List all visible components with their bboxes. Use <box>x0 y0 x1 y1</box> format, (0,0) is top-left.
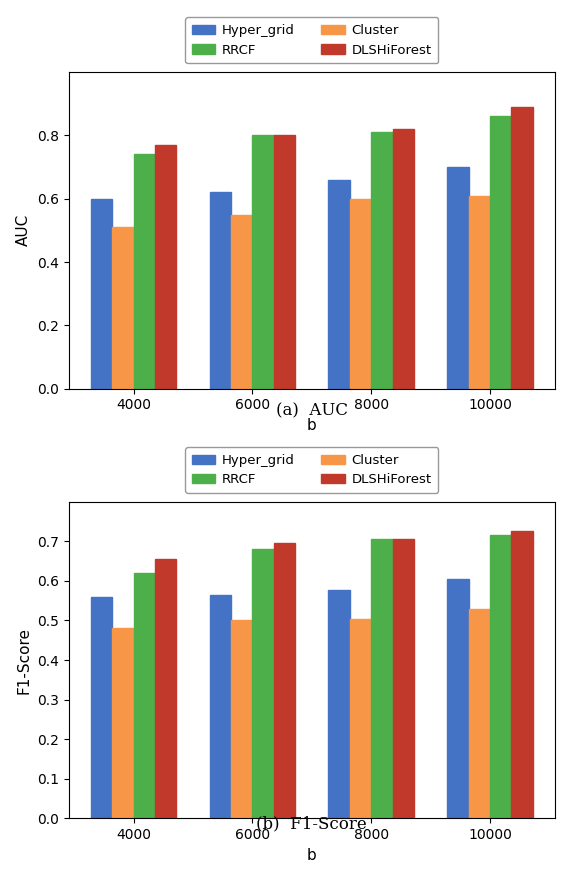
Bar <box>231 621 252 819</box>
Bar <box>231 215 252 389</box>
Bar <box>371 133 392 389</box>
Text: (b)  F1-Score: (b) F1-Score <box>256 815 367 832</box>
Bar <box>511 107 533 389</box>
Bar <box>392 540 414 819</box>
Bar <box>112 228 133 389</box>
Bar <box>511 531 533 819</box>
Bar <box>274 135 295 389</box>
Bar <box>155 559 176 819</box>
Y-axis label: AUC: AUC <box>17 215 31 247</box>
Bar <box>91 596 112 819</box>
Bar <box>274 543 295 819</box>
X-axis label: b: b <box>307 848 317 862</box>
Bar <box>133 154 155 389</box>
Bar <box>468 609 490 819</box>
Bar <box>328 180 349 389</box>
Y-axis label: F1-Score: F1-Score <box>17 627 31 693</box>
Legend: Hyper_grid, RRCF, Cluster, DLSHiForest: Hyper_grid, RRCF, Cluster, DLSHiForest <box>185 447 438 493</box>
Text: (a)  AUC: (a) AUC <box>276 403 348 419</box>
Bar <box>447 167 468 389</box>
Bar <box>349 618 371 819</box>
Bar <box>392 129 414 389</box>
Bar <box>155 145 176 389</box>
Bar <box>252 135 274 389</box>
X-axis label: b: b <box>307 418 317 433</box>
Bar <box>252 549 274 819</box>
Bar <box>447 579 468 819</box>
Bar <box>209 595 231 819</box>
Bar <box>349 199 371 389</box>
Bar <box>91 199 112 389</box>
Legend: Hyper_grid, RRCF, Cluster, DLSHiForest: Hyper_grid, RRCF, Cluster, DLSHiForest <box>185 17 438 64</box>
Bar <box>209 193 231 389</box>
Bar <box>112 629 133 819</box>
Bar <box>490 535 511 819</box>
Bar <box>133 573 155 819</box>
Bar <box>371 540 392 819</box>
Bar <box>468 195 490 389</box>
Bar <box>328 589 349 819</box>
Bar <box>490 116 511 389</box>
